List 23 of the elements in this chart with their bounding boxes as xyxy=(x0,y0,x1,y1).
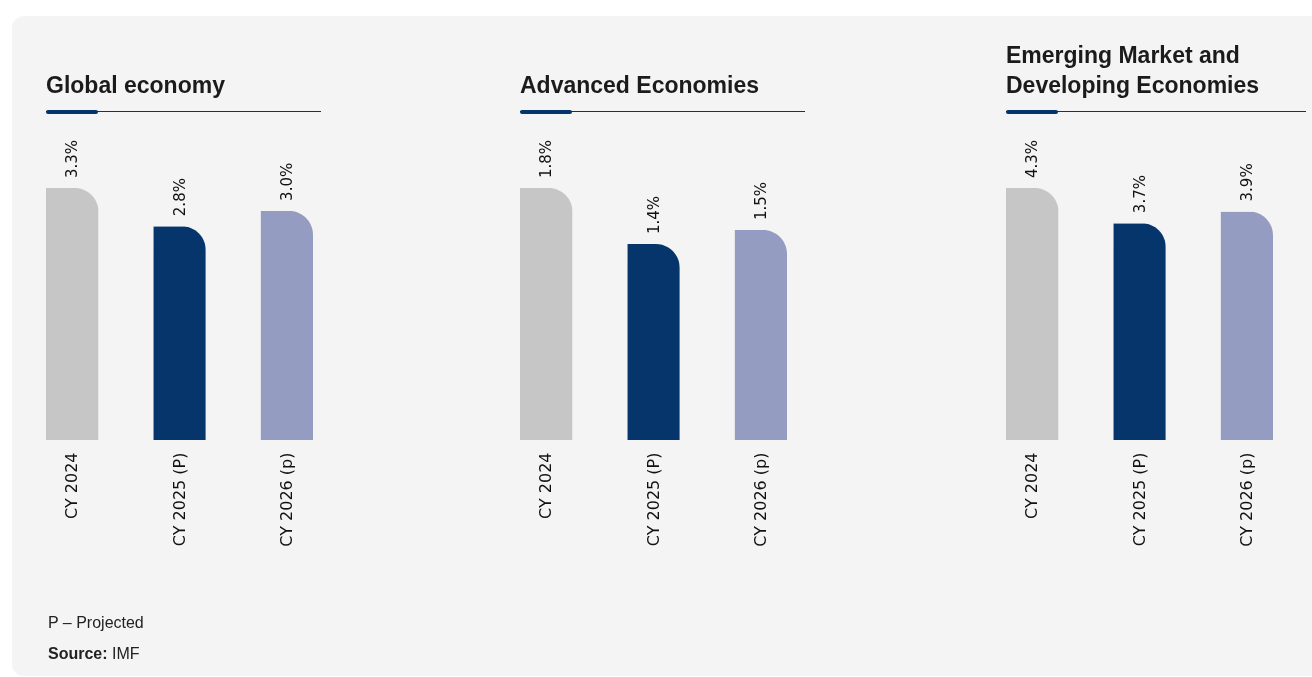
data-label: 3.9% xyxy=(1237,163,1256,202)
data-label: 3.3% xyxy=(63,139,82,178)
x-tick-label: CY 2026 (p) xyxy=(750,452,770,547)
x-tick-label: CY 2024 xyxy=(62,452,82,519)
data-label: 3.0% xyxy=(277,162,296,201)
x-tick-label: CY 2025 (P) xyxy=(643,452,663,547)
chart-title: Advanced Economies xyxy=(520,71,761,100)
x-tick-label: CY 2024 xyxy=(1022,452,1042,519)
data-label: 1.8% xyxy=(537,139,556,178)
source-note: Source: IMF xyxy=(48,645,141,663)
data-label: 1.5% xyxy=(751,181,770,220)
data-label: 4.3% xyxy=(1023,139,1042,178)
x-tick-label: CY 2025 (P) xyxy=(169,452,189,547)
chart-title: Emerging Market and Developing Economies xyxy=(1006,41,1261,100)
data-label: 2.8% xyxy=(170,178,189,217)
data-label: 3.7% xyxy=(1130,175,1149,214)
data-label: 1.4% xyxy=(644,195,663,234)
chart-title: Global economy xyxy=(46,71,226,100)
text: P – Projected xyxy=(48,614,144,632)
x-tick-label: CY 2026 (p) xyxy=(1236,452,1256,547)
x-tick-label: CY 2025 (P) xyxy=(1129,452,1149,547)
x-tick-label: CY 2026 (p) xyxy=(276,452,296,547)
x-tick-label: CY 2024 xyxy=(536,452,556,519)
